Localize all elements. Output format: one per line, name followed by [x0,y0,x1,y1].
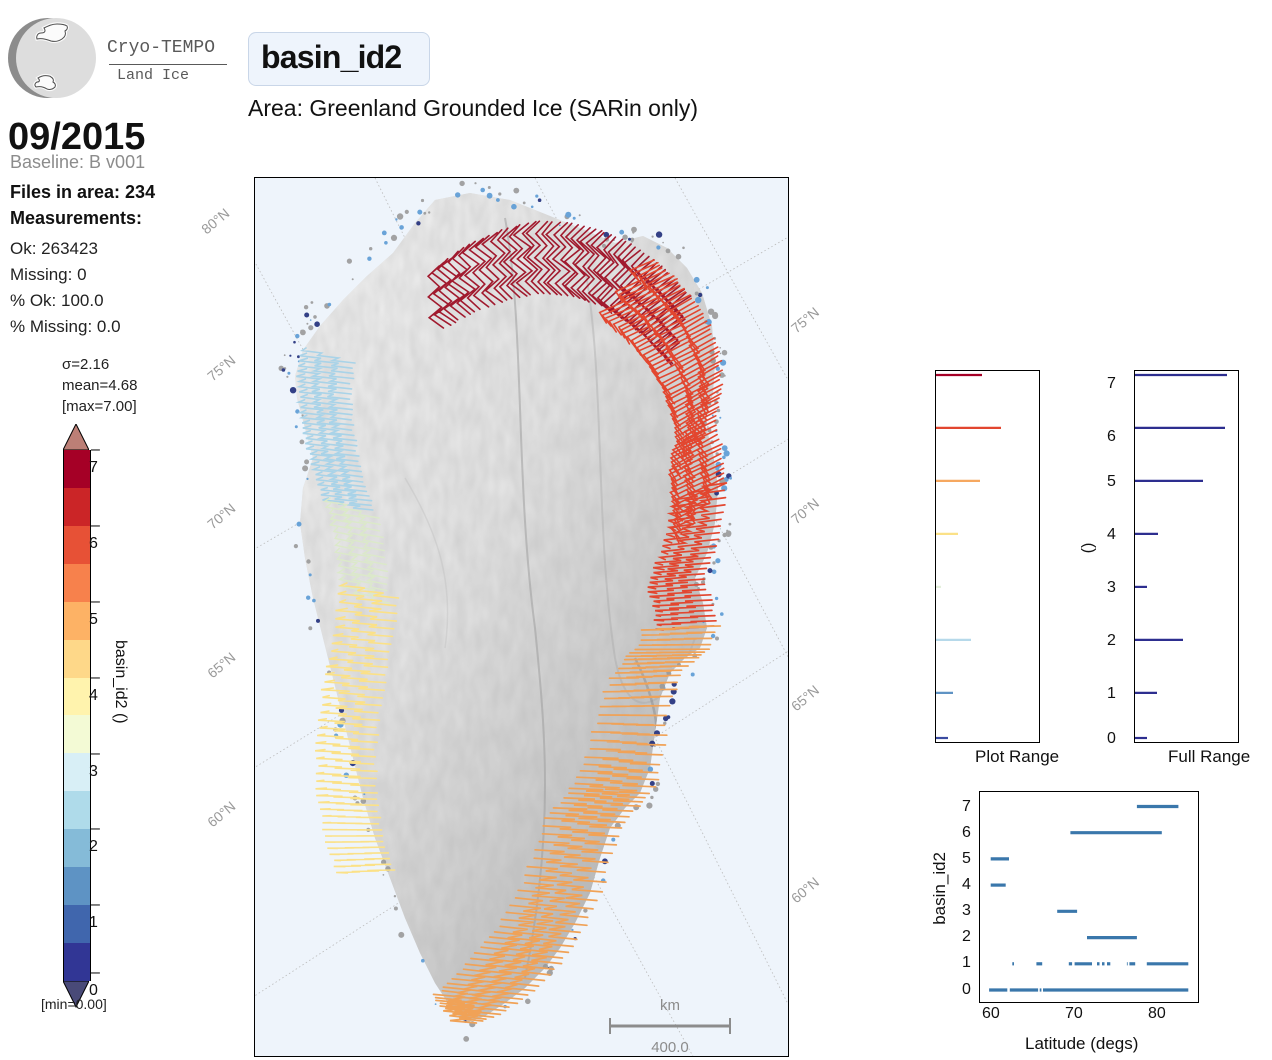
svg-text:400.0: 400.0 [651,1039,689,1056]
svg-text:km: km [660,997,680,1014]
